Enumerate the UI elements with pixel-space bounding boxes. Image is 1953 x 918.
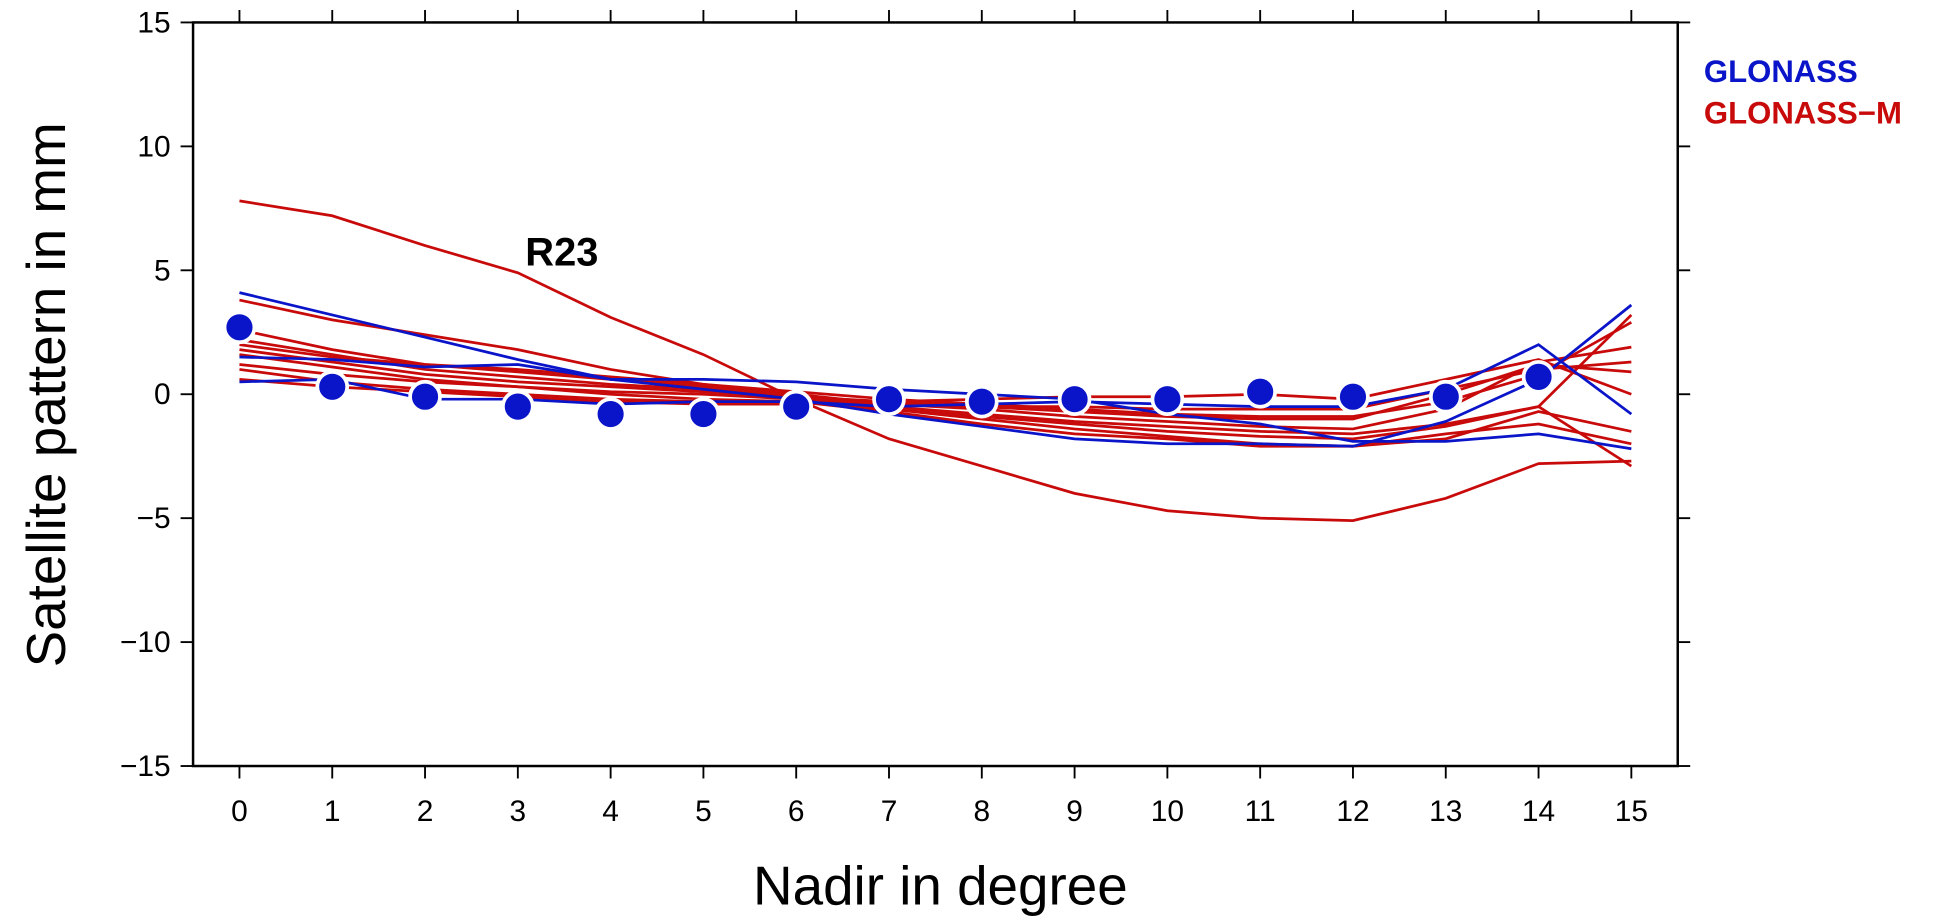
y-tick-label: −10: [120, 626, 171, 659]
mean-point: [779, 389, 814, 424]
series-line: [239, 343, 1633, 416]
x-tick-label: 7: [881, 795, 898, 828]
y-tick-label: −15: [120, 750, 171, 783]
x-tick-label: 14: [1522, 795, 1555, 828]
annotation: R23: [525, 230, 598, 274]
x-tick-label: 15: [1615, 795, 1648, 828]
y-tick-label: 5: [154, 254, 171, 287]
x-tick-label: 9: [1066, 795, 1083, 828]
x-tick-label: 12: [1336, 795, 1369, 828]
x-axis-label: Nadir in degree: [753, 854, 1128, 916]
mean-point: [1243, 374, 1277, 409]
series-line: [239, 321, 1633, 418]
y-tick-label: 0: [154, 378, 171, 411]
y-tick-label: 15: [137, 6, 170, 39]
series-line: [239, 338, 1633, 468]
mean-point: [1150, 382, 1185, 417]
y-axis-label: Satellite pattern in mm: [15, 122, 77, 667]
plot-frame: [191, 21, 1679, 768]
mean-point: [1521, 360, 1556, 394]
x-tick-label: 5: [695, 795, 712, 828]
x-tick-label: 6: [788, 795, 805, 828]
y-tick-label: −5: [137, 502, 171, 535]
y-tick-label: 10: [137, 130, 170, 163]
legend-entry: GLONASS−M: [1704, 95, 1902, 130]
x-tick-label: 3: [510, 795, 527, 828]
mean-point: [872, 382, 906, 417]
x-tick-label: 8: [973, 795, 990, 828]
x-tick-label: 4: [602, 795, 619, 828]
x-tick-label: 13: [1429, 795, 1462, 828]
mean-point: [1428, 379, 1463, 414]
x-tick-label: 1: [324, 795, 341, 828]
series-line: [239, 291, 1633, 448]
x-tick-label: 2: [417, 795, 434, 828]
series-line: [239, 199, 1632, 523]
x-tick-label: 10: [1151, 795, 1184, 828]
mean-point: [408, 379, 442, 414]
mean-point: [1336, 379, 1370, 414]
x-tick-label: 11: [1245, 795, 1276, 828]
mean-point: [1057, 382, 1092, 417]
mean-point: [593, 397, 628, 431]
series-line: [239, 355, 1632, 451]
mean-point: [964, 384, 999, 419]
mean-point: [501, 389, 535, 424]
mean-point: [222, 310, 257, 345]
x-tick-label: 0: [231, 795, 248, 828]
mean-point: [315, 369, 350, 404]
mean-point: [686, 397, 721, 431]
legend-entry: GLONASS: [1704, 54, 1858, 89]
